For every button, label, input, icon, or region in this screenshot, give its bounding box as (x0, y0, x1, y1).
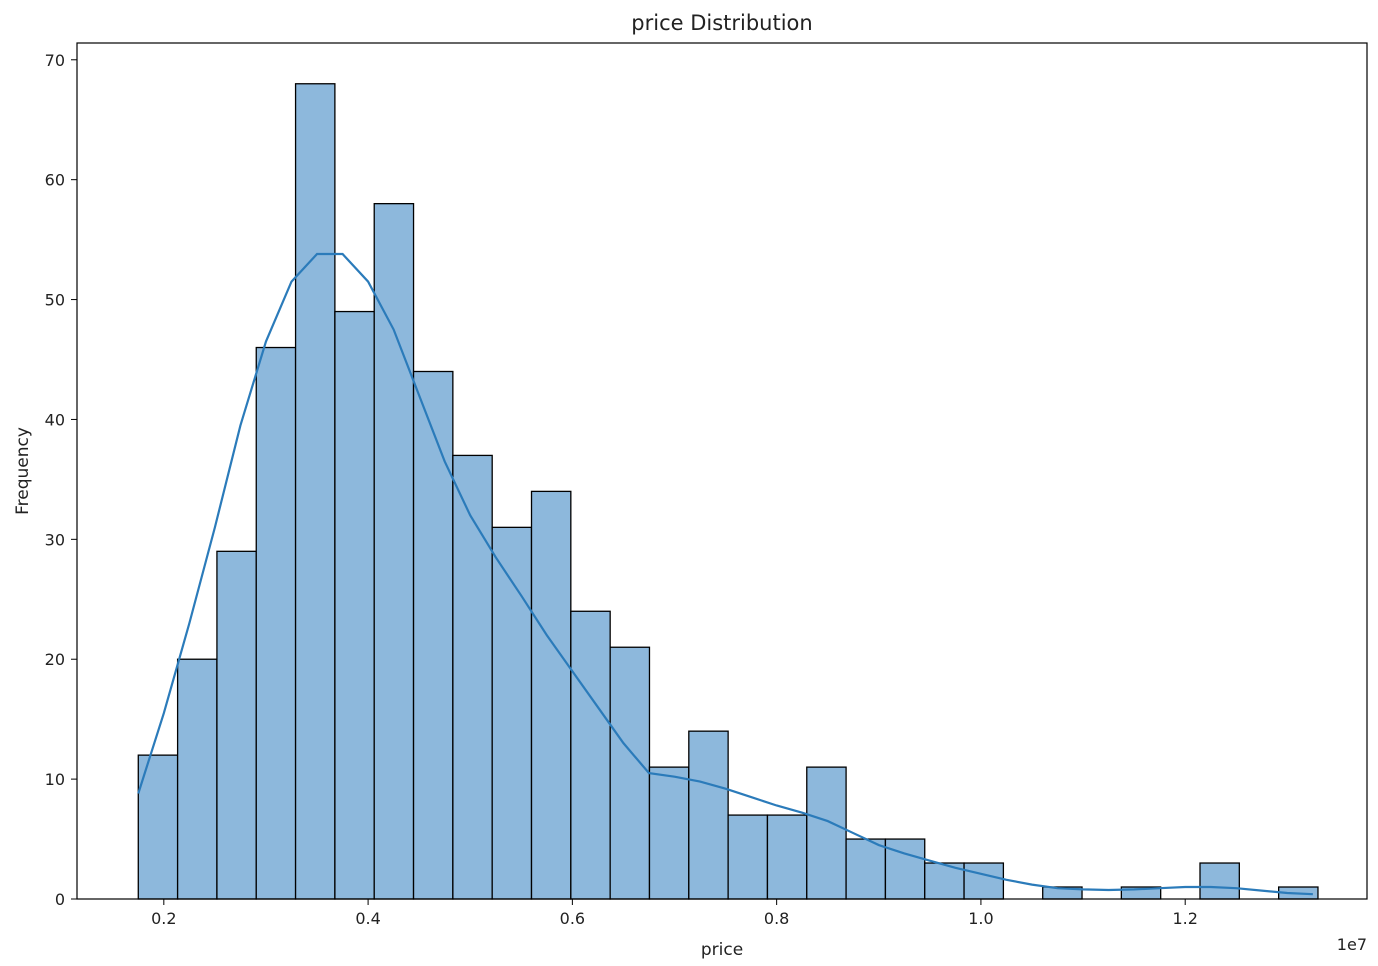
histogram-bar (648, 766, 690, 900)
bars-group (137, 83, 1319, 900)
histogram-bar (412, 370, 454, 900)
histogram-bar (806, 766, 847, 900)
histogram-bar (334, 310, 375, 900)
histogram-bar (609, 646, 651, 900)
histogram-bar (452, 454, 493, 900)
histogram-bar (176, 658, 218, 900)
histogram-bar (137, 754, 179, 900)
histogram-bar (491, 526, 533, 900)
histogram-bar (963, 862, 1005, 900)
x-tick-label: 0.6 (560, 909, 585, 928)
histogram-bar (727, 814, 769, 900)
histogram-bar (294, 83, 336, 900)
histogram-bar (1199, 862, 1240, 900)
y-tick-label: 0 (55, 890, 65, 909)
histogram-bar (216, 550, 257, 900)
y-tick-label: 10 (45, 770, 65, 789)
x-tick-label: 0.2 (151, 909, 176, 928)
y-tick-label: 60 (45, 171, 65, 190)
y-axis-label: Frequency (13, 427, 33, 515)
histogram-bar (373, 202, 415, 900)
histogram-bar (530, 490, 572, 900)
y-tick-label: 40 (45, 410, 65, 429)
x-axis-offset-label: 1e7 (1337, 935, 1367, 954)
x-tick-label: 0.4 (355, 909, 380, 928)
y-tick-label: 50 (45, 291, 65, 310)
y-tick-label: 20 (45, 650, 65, 669)
x-tick-label: 0.8 (764, 909, 789, 928)
histogram-bar (766, 814, 808, 900)
histogram-bar (688, 730, 729, 900)
x-tick-label: 1.2 (1172, 909, 1197, 928)
plot-frame (76, 42, 1368, 900)
kde-curve (137, 252, 1313, 896)
y-tick-label: 30 (45, 530, 65, 549)
histogram-bar (255, 346, 297, 900)
y-axis-ticks: 0 10 20 30 40 50 60 70 (45, 51, 77, 909)
x-tick-label: 1.0 (968, 909, 993, 928)
x-axis-label: price (701, 940, 743, 960)
histogram-bar (845, 838, 887, 900)
chart-title: price Distribution (631, 11, 812, 35)
y-tick-label: 70 (45, 51, 65, 70)
histogram-bar (570, 610, 611, 900)
x-axis-ticks: 0.2 0.4 0.6 0.8 1.0 1.2 (151, 899, 1198, 928)
